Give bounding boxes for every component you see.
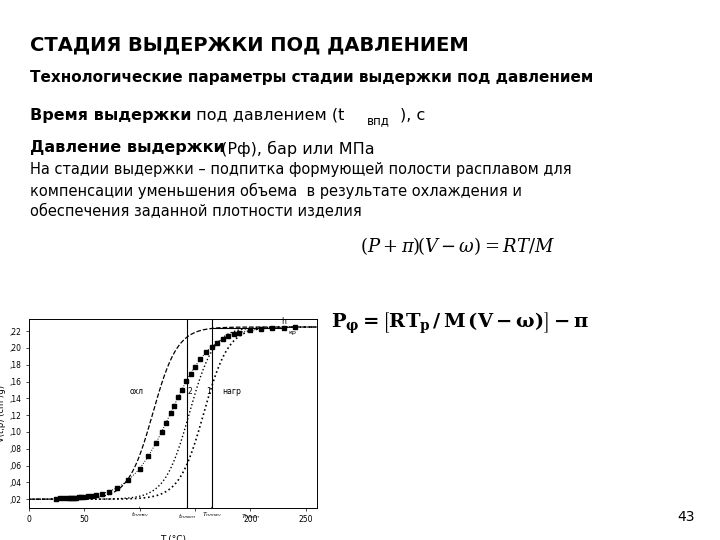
Text: охл: охл — [130, 387, 143, 396]
Text: $\mathbf{P_{\varphi} = \left[RT_p \,/\, M\,(V-\omega)\right] - \pi}$: $\mathbf{P_{\varphi} = \left[RT_p \,/\, … — [331, 310, 590, 336]
Text: Время выдержки: Время выдержки — [30, 108, 192, 123]
Text: компенсации уменьшения объема  в результате охлаждения и: компенсации уменьшения объема в результа… — [30, 183, 522, 199]
Text: обеспечения заданной плотности изделия: обеспечения заданной плотности изделия — [30, 203, 362, 218]
Text: под давлением (t: под давлением (t — [191, 108, 344, 123]
Text: СТАДИЯ ВЫДЕРЖКИ ПОД ДАВЛЕНИЕМ: СТАДИЯ ВЫДЕРЖКИ ПОД ДАВЛЕНИЕМ — [30, 35, 469, 54]
Text: 1: 1 — [206, 387, 211, 396]
Text: ), с: ), с — [400, 108, 425, 123]
Text: $T_{пл кон}$: $T_{пл кон}$ — [240, 512, 260, 521]
Text: Давление выдержки: Давление выдержки — [30, 140, 225, 156]
Text: $t_{пл нач}$: $t_{пл нач}$ — [130, 510, 148, 519]
Text: (Рф), бар или МПа: (Рф), бар или МПа — [216, 140, 374, 157]
Text: кр: кр — [288, 330, 296, 335]
Text: впд: впд — [367, 114, 390, 127]
Text: нагр: нагр — [222, 387, 241, 396]
Text: 43: 43 — [678, 510, 695, 524]
Text: $T_{пл нач}$: $T_{пл нач}$ — [202, 510, 221, 519]
Y-axis label: V(t,p) (cm³/g): V(t,p) (cm³/g) — [0, 384, 6, 442]
Text: $\left(P+\pi\right)\!\left(V-\omega\right)=RT/M$: $\left(P+\pi\right)\!\left(V-\omega\righ… — [360, 235, 555, 256]
Text: 2: 2 — [187, 387, 192, 396]
Text: $t_{пл кон}$: $t_{пл кон}$ — [178, 512, 197, 521]
Text: Технологические параметры стадии выдержки под давлением: Технологические параметры стадии выдержк… — [30, 70, 593, 85]
Text: h: h — [282, 316, 287, 326]
Text: На стадии выдержки – подпитка формующей полости расплавом для: На стадии выдержки – подпитка формующей … — [30, 162, 572, 177]
X-axis label: T (°C): T (°C) — [160, 535, 186, 540]
